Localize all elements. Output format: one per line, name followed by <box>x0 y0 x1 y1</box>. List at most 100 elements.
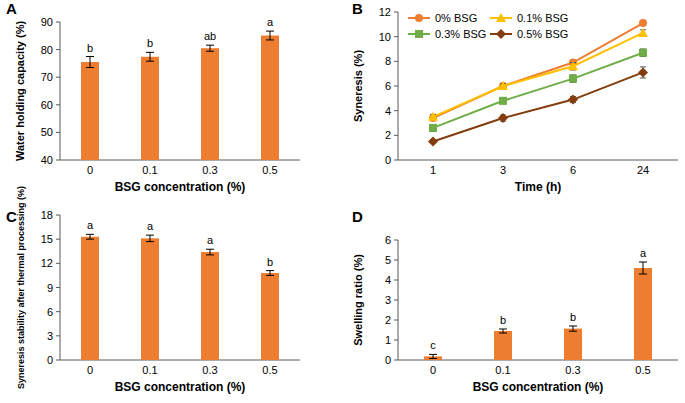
y-tick-label: 6 <box>385 234 391 246</box>
error-cap <box>86 56 94 57</box>
y-tick <box>394 86 398 87</box>
y-tick <box>394 340 398 341</box>
error-bar <box>266 271 274 276</box>
series-line <box>433 33 643 117</box>
error-bar <box>500 98 506 104</box>
significance-letter: a <box>87 219 94 231</box>
y-tick-label: 18 <box>41 209 53 221</box>
marker <box>499 97 507 105</box>
marker <box>496 29 506 39</box>
error-stem <box>270 31 271 40</box>
panel-label: A <box>6 0 17 17</box>
error-cap <box>146 61 154 62</box>
y-tick-label: 9 <box>47 282 53 294</box>
series-line <box>433 53 643 128</box>
bar <box>201 48 219 160</box>
error-bar <box>499 329 507 333</box>
significance-letter: b <box>500 314 506 326</box>
x-tick-label: 3 <box>500 164 506 176</box>
error-stem <box>150 235 151 241</box>
y-axis-label: Syneresis (%) <box>352 50 364 122</box>
figure: A40506070809000.10.30.5BSG concentration… <box>0 0 685 403</box>
panel: A40506070809000.10.30.5BSG concentration… <box>6 0 300 194</box>
error-bar <box>146 235 154 241</box>
y-tick <box>56 77 60 78</box>
y-tick <box>394 300 398 301</box>
y-tick-label: 40 <box>41 154 53 166</box>
bar <box>81 62 99 160</box>
x-tick-label: 0 <box>87 164 93 176</box>
y-tick <box>394 36 398 37</box>
marker <box>428 112 438 121</box>
panel: B02468101213624Time (h)Syneresis (%)0% B… <box>352 0 678 194</box>
x-tick-label: 0 <box>430 364 436 376</box>
panel-label: D <box>352 208 363 225</box>
y-tick <box>394 240 398 241</box>
x-tick-label: 0.3 <box>202 164 217 176</box>
bar <box>141 238 159 360</box>
significance-letter: a <box>640 247 647 259</box>
significance-letter: b <box>87 42 93 54</box>
y-tick <box>56 335 60 336</box>
x-tick-label: 1 <box>430 164 436 176</box>
bar <box>201 252 219 360</box>
y-tick-label: 0 <box>47 354 53 366</box>
marker <box>638 67 648 77</box>
x-axis-label: Time (h) <box>515 180 561 194</box>
x-axis-label: BSG concentration (%) <box>473 380 604 394</box>
error-stem <box>150 52 151 61</box>
x-tick-label: 0.1 <box>495 364 510 376</box>
y-axis <box>60 22 61 160</box>
panel-label: B <box>352 0 363 17</box>
x-tick-label: 0.5 <box>262 364 277 376</box>
x-axis <box>398 160 678 161</box>
y-tick <box>394 280 398 281</box>
plot-marks <box>81 31 279 160</box>
error-stem <box>90 234 91 239</box>
error-stem <box>210 249 211 255</box>
error-cap <box>569 326 577 327</box>
x-tick-label: 0.3 <box>565 364 580 376</box>
y-tick-label: 6 <box>385 80 391 92</box>
y-tick <box>394 12 398 13</box>
error-cap <box>429 358 437 359</box>
legend: 0% BSG0.1% BSG0.3% BSG0.5% BSG <box>408 12 568 40</box>
error-cap <box>266 270 274 271</box>
series-line <box>433 23 643 118</box>
x-tick-label: 0.1 <box>142 364 157 376</box>
y-tick-label: 4 <box>385 105 391 117</box>
y-tick <box>56 22 60 23</box>
marker <box>429 124 437 132</box>
bar <box>494 331 512 360</box>
marker <box>415 30 423 38</box>
series-line <box>433 72 643 141</box>
error-cap <box>499 329 507 330</box>
error-cap <box>206 254 214 255</box>
y-tick-label: 90 <box>41 16 53 28</box>
error-cap <box>569 331 577 332</box>
y-tick <box>56 239 60 240</box>
error-cap <box>206 45 214 46</box>
y-tick <box>56 311 60 312</box>
error-cap <box>206 249 214 250</box>
y-axis-label: Syneresis stability after thermal proces… <box>16 186 26 389</box>
x-tick-label: 0.5 <box>635 364 650 376</box>
error-stem <box>573 326 574 331</box>
error-bar <box>266 31 274 40</box>
significance-letter: c <box>430 339 436 351</box>
y-tick <box>394 260 398 261</box>
y-tick-label: 15 <box>41 233 53 245</box>
x-tick-label: 0.5 <box>262 164 277 176</box>
y-tick <box>394 160 398 161</box>
y-axis-label: Swelling ratio (%) <box>352 254 364 346</box>
y-tick <box>56 104 60 105</box>
marker <box>639 49 647 57</box>
error-cap <box>639 262 647 263</box>
y-axis-label: Water holding capacity (%) <box>14 21 26 162</box>
plot-marks <box>424 262 652 360</box>
error-bar <box>146 52 154 61</box>
y-tick <box>56 49 60 50</box>
error-stem <box>503 329 504 333</box>
legend-label: 0.1% BSG <box>517 12 568 24</box>
error-cap <box>266 275 274 276</box>
